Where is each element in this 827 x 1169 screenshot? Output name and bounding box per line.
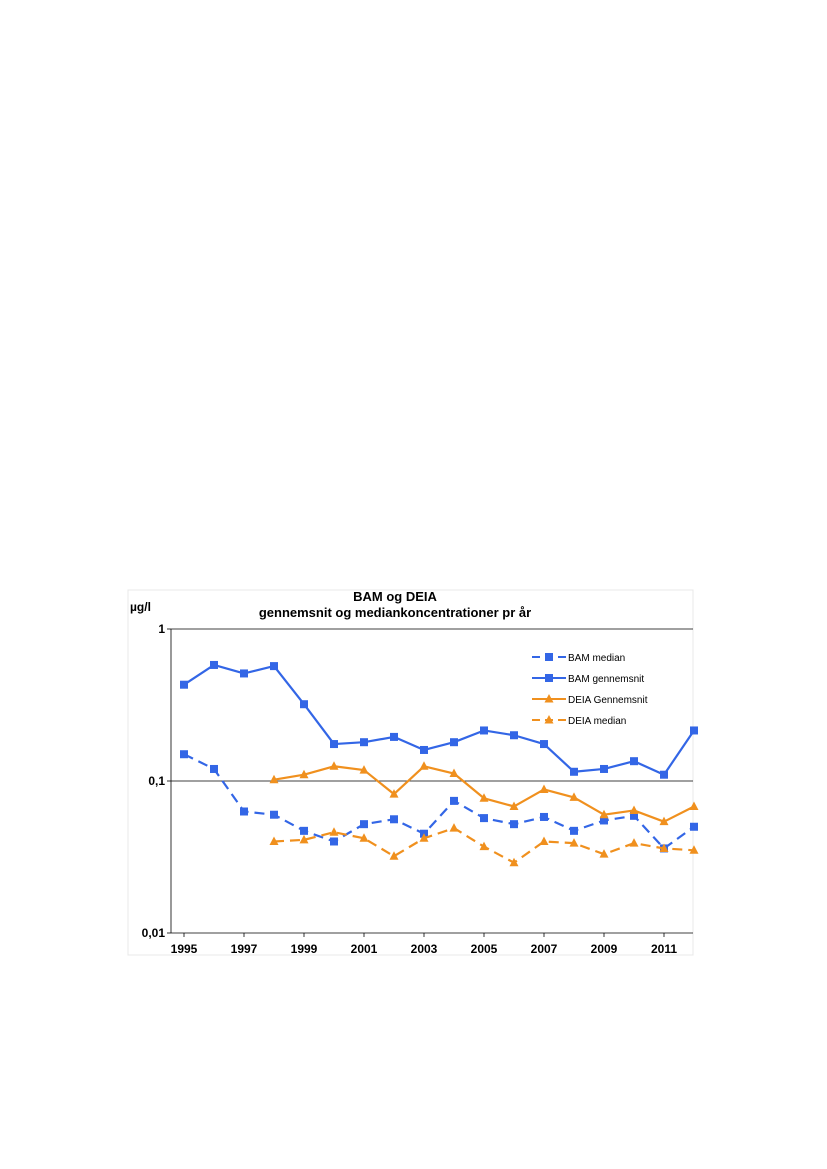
data-point-bam-gennemsnit [270,662,278,671]
x-tick-label: 2009 [591,942,618,956]
data-point-deia-median [449,823,459,832]
x-tick-label: 1997 [231,942,258,956]
data-point-deia-median [509,857,519,867]
data-point-bam-median [630,811,638,820]
data-point-deia-median [689,845,699,854]
data-point-bam-gennemsnit [690,726,698,735]
data-point-deia-gennemsnit [689,801,699,810]
data-point-bam-gennemsnit [210,660,218,669]
legend-label-bam-median: BAM median [568,653,625,664]
data-point-bam-median [330,837,338,846]
data-point-bam-median [600,816,608,825]
data-point-bam-gennemsnit [420,745,428,754]
legend: BAM median BAM gennemsnit DEIA Gennemsnit D… [532,653,648,727]
data-point-bam-gennemsnit [510,731,518,740]
chart-subtitle: gennemsnit og mediankoncentrationer pr å… [259,605,531,620]
series-line-bam-gennemsnit [183,663,695,776]
data-point-bam-median [210,764,218,773]
legend-marker-deia-gennemsnit [544,694,554,703]
y-axis-unit-label: µg/l [130,600,151,614]
data-point-bam-gennemsnit [660,770,668,779]
data-point-deia-median [419,833,429,842]
legend-label-deia-median: DEIA median [568,716,626,727]
data-point-bam-gennemsnit [180,680,188,689]
legend-marker-bam-median [545,653,553,661]
data-point-deia-gennemsnit [299,769,309,779]
data-point-deia-gennemsnit [539,784,549,793]
legend-label-bam-gennemsnit: BAM gennemsnit [568,674,644,685]
data-point-deia-median [599,849,609,858]
x-axis-ticks: 1995 1997 1999 2001 2003 2005 2007 2009 2011 [171,933,677,956]
data-point-deia-median [539,836,549,845]
data-point-bam-median [510,820,518,829]
data-point-bam-gennemsnit [330,740,338,749]
chart-area-background [127,589,694,956]
data-point-deia-gennemsnit [449,768,459,778]
data-point-bam-median [270,810,278,819]
data-point-deia-gennemsnit [659,816,669,826]
data-point-deia-gennemsnit [569,792,579,801]
x-tick-label: 1995 [171,942,198,956]
data-point-deia-median [659,843,669,852]
data-point-deia-median [569,838,579,847]
data-point-bam-median [480,814,488,823]
data-point-deia-gennemsnit [419,761,429,770]
data-point-deia-gennemsnit [479,793,489,802]
data-point-deia-median [389,851,399,860]
data-point-deia-gennemsnit [389,789,399,798]
x-tick-label: 2011 [651,942,677,956]
gridlines [171,628,693,934]
x-tick-label: 2003 [411,942,438,956]
data-point-deia-gennemsnit [629,805,639,814]
data-point-deia-gennemsnit [269,774,279,784]
legend-label-deia-gennemsnit: DEIA Gennemsnit [568,695,648,706]
data-point-deia-median [479,841,489,851]
data-point-bam-median [390,815,398,824]
x-tick-label: 2007 [531,942,558,956]
data-point-bam-gennemsnit [480,726,488,735]
data-point-deia-gennemsnit [599,809,609,819]
data-point-bam-median [180,750,188,759]
legend-marker-deia-median [544,715,554,724]
data-point-deia-gennemsnit [359,765,369,774]
data-point-deia-gennemsnit [329,761,339,770]
data-point-deia-gennemsnit [509,801,519,810]
x-tick-label: 2001 [351,942,378,956]
data-point-bam-gennemsnit [540,740,548,749]
data-point-bam-gennemsnit [570,767,578,776]
y-tick-label: 0,1 [148,774,165,788]
data-point-bam-gennemsnit [390,732,398,741]
data-point-bam-median [360,820,368,829]
data-point-bam-median [450,796,458,805]
data-point-bam-median [570,826,578,835]
x-tick-label: 2005 [471,942,498,956]
y-tick-label: 1 [158,622,165,636]
data-point-bam-median [300,826,308,835]
data-point-bam-median [540,812,548,821]
plot-series [180,660,699,867]
data-point-deia-median [629,838,639,847]
data-point-bam-gennemsnit [300,700,308,709]
data-point-bam-median [240,807,248,816]
data-point-bam-gennemsnit [450,738,458,747]
data-point-deia-median [329,827,339,836]
data-point-deia-median [299,834,309,844]
data-point-deia-median [359,833,369,842]
chart-title: BAM og DEIA [353,589,437,604]
legend-marker-bam-gennemsnit [545,674,553,682]
y-axis-ticks: 1 0,1 0,01 [142,622,171,940]
x-tick-label: 1999 [291,942,318,956]
data-point-deia-median [269,836,279,845]
data-point-bam-median [690,822,698,831]
data-point-bam-gennemsnit [240,669,248,678]
data-point-bam-gennemsnit [360,738,368,747]
data-point-bam-gennemsnit [600,764,608,773]
data-point-bam-gennemsnit [630,757,638,766]
y-tick-label: 0,01 [142,926,166,940]
